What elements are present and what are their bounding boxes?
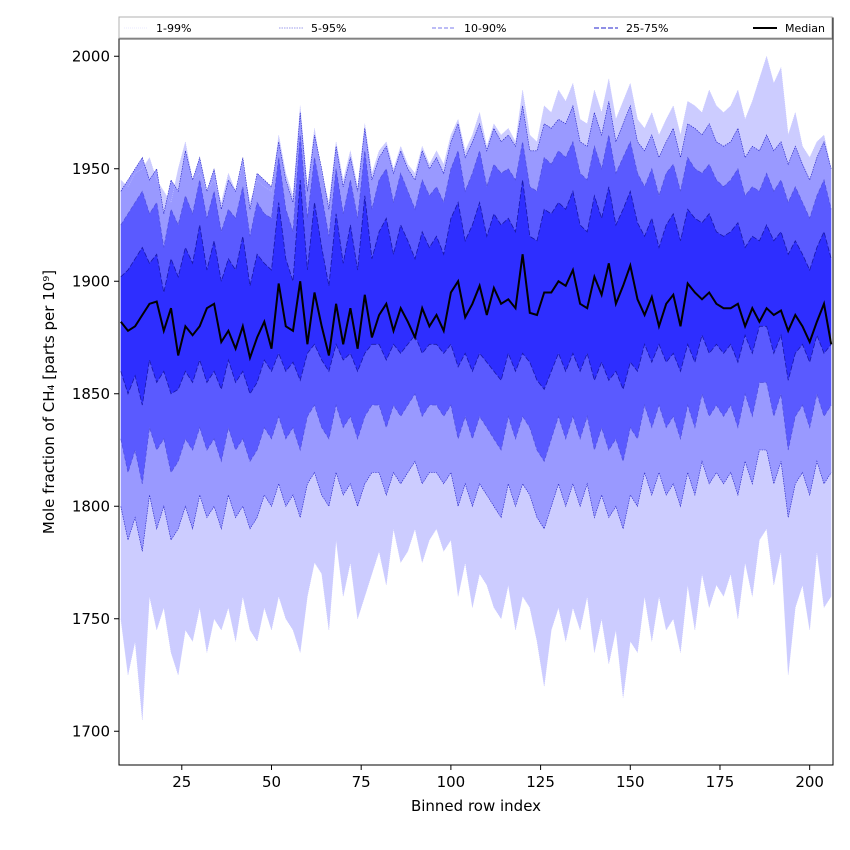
y-tick-label: 1900 [72, 272, 110, 290]
line-10-90-upper [120, 134, 832, 248]
x-axis-label: Binned row index [411, 797, 541, 815]
line-5-95-upper [120, 101, 832, 214]
line-5-95-lower [120, 449, 832, 552]
x-tick-label: 125 [526, 773, 555, 791]
x-tick-label: 200 [795, 773, 824, 791]
legend-label: 1-99% [156, 22, 191, 35]
percentile-lines [120, 55, 833, 721]
y-tick-label: 2000 [72, 47, 110, 65]
median-line [120, 254, 833, 362]
y-tick-label: 1800 [72, 497, 110, 515]
y-axis-label: Mole fraction of CH₄ [parts per 10⁹] [40, 270, 58, 534]
y-tick-label: 1950 [72, 160, 110, 178]
x-tick-label: 75 [352, 773, 371, 791]
percentile-bands [120, 56, 832, 721]
line-1-99-upper [120, 55, 832, 204]
line-10-90-lower [120, 382, 832, 484]
line-25-75-upper [120, 179, 832, 293]
x-tick-label: 25 [172, 773, 191, 791]
legend-label: 5-95% [311, 22, 346, 35]
y-tick-label: 1750 [72, 610, 110, 628]
legend: 1-99% 5-95% 10-90% 25-75% Median [118, 16, 833, 40]
legend-label: 25-75% [626, 22, 668, 35]
line-1-99-lower [120, 527, 832, 721]
x-axis: 25 50 75 100 125 150 175 200 [172, 765, 824, 791]
x-tick-label: 100 [437, 773, 466, 791]
y-tick-label: 1700 [72, 722, 110, 740]
x-tick-label: 150 [616, 773, 645, 791]
y-tick-label: 1850 [72, 385, 110, 403]
legend-label: Median [785, 22, 825, 35]
x-tick-label: 175 [706, 773, 735, 791]
legend-box [118, 16, 833, 39]
y-axis: 1700 1750 1800 1850 1900 1950 2000 [72, 47, 119, 740]
x-tick-label: 50 [262, 773, 281, 791]
legend-label: 10-90% [464, 22, 506, 35]
line-25-75-lower [120, 325, 832, 406]
